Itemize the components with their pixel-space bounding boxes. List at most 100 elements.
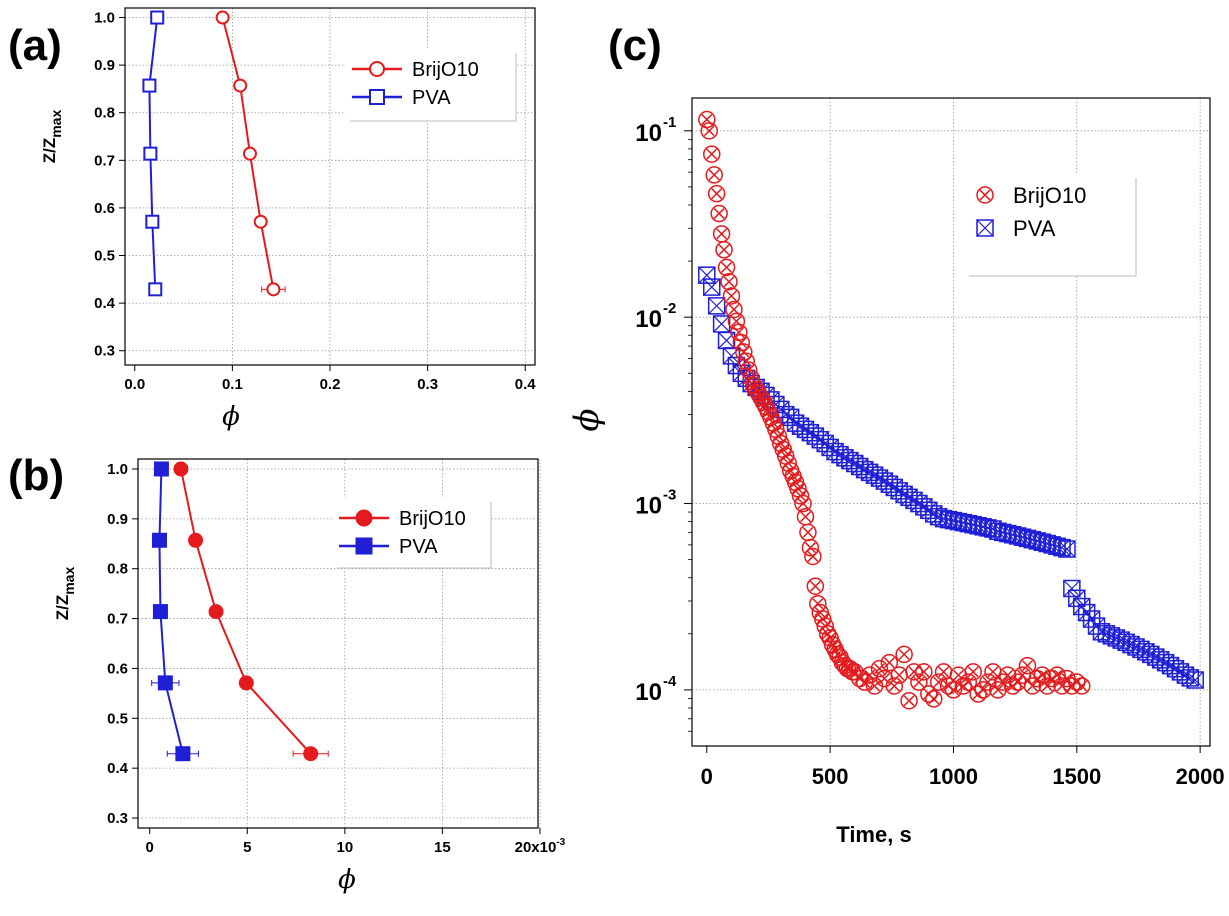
- x-tick-label: 5: [243, 839, 251, 856]
- data-point-shape: [929, 673, 948, 691]
- data-point-cross: [1021, 660, 1033, 672]
- data-point: [717, 258, 736, 277]
- data-point-shape: [698, 266, 716, 284]
- data-point: [153, 461, 169, 477]
- data-point-shape: [705, 166, 723, 184]
- data-point-shape: [303, 746, 319, 762]
- data-point-cross: [903, 695, 915, 707]
- y-tick-label: 10: [635, 679, 662, 706]
- y-axis-label: ϕ: [567, 408, 607, 431]
- data-point-shape: [707, 297, 726, 315]
- data-point-cross: [703, 278, 721, 296]
- data-point-shape: [739, 361, 758, 379]
- data-point-cross: [787, 470, 799, 482]
- data-point-cross: [834, 651, 846, 663]
- data-point-shape: [804, 547, 822, 566]
- data-point-shape: [253, 214, 268, 229]
- data-point-shape: [959, 673, 978, 691]
- data-point-shape: [1072, 677, 1091, 695]
- legend-marker: [976, 186, 994, 204]
- y-axis-label-text: Z/Zmax: [40, 110, 64, 164]
- data-point: [707, 297, 726, 315]
- data-point: [964, 663, 982, 681]
- data-point-shape: [1072, 597, 1091, 616]
- data-point-cross: [765, 411, 777, 423]
- data-point: [910, 673, 928, 691]
- data-point-cross: [706, 148, 718, 160]
- data-point-shape: [1033, 666, 1052, 684]
- x-tick-label: 0.1: [222, 376, 243, 393]
- y-axis-label: Z/Zmax: [40, 110, 64, 164]
- data-point-shape: [145, 214, 160, 229]
- data-point: [208, 604, 224, 620]
- data-point-cross: [938, 666, 950, 678]
- legend-box: [346, 49, 516, 121]
- legend-marker: [369, 61, 385, 77]
- data-point: [715, 241, 733, 259]
- y-tick-exponent: -1: [663, 114, 676, 131]
- data-point: [233, 78, 248, 93]
- panel-label: (a): [8, 21, 62, 70]
- data-point-shape: [895, 645, 913, 664]
- x-tick-label: 0.2: [320, 376, 341, 393]
- data-point-shape: [910, 673, 928, 691]
- data-point: [702, 145, 721, 163]
- y-tick-exponent: -2: [663, 300, 676, 317]
- data-point: [698, 110, 716, 129]
- data-point-shape: [720, 272, 738, 291]
- legend-label: BrijO10: [399, 508, 466, 530]
- data-point-cross: [797, 498, 809, 510]
- legend-label: PVA: [1013, 216, 1056, 241]
- legend-item-brijo10: BrijO10: [976, 183, 1086, 208]
- data-point-cross: [790, 476, 802, 488]
- data-point-shape: [781, 408, 800, 427]
- data-point-cross: [721, 261, 733, 273]
- x-tick-label: 1000: [929, 764, 978, 789]
- data-point: [885, 478, 904, 497]
- data-point: [1018, 656, 1037, 675]
- data-point-shape: [929, 507, 948, 526]
- y-tick-label: 0.9: [107, 511, 128, 528]
- legend-marker-shape: [369, 61, 385, 77]
- data-point: [215, 10, 230, 25]
- data-point: [806, 577, 825, 595]
- x-tick-label: 0.4: [515, 376, 537, 393]
- y-tick-label: 0.7: [94, 152, 115, 169]
- x-tick-label: 1500: [1052, 764, 1101, 789]
- data-point-shape: [153, 461, 169, 477]
- data-point-shape: [142, 78, 157, 93]
- data-point: [705, 166, 723, 184]
- legend-marker-shape: [976, 186, 994, 204]
- data-point-cross: [775, 437, 787, 449]
- data-point-cross: [777, 443, 789, 455]
- legend-marker-cross: [979, 189, 991, 201]
- data-point-shape: [1077, 603, 1096, 622]
- data-point-shape: [143, 146, 158, 161]
- panel-a: 0.0 0.1 0.2 0.3 0.4 0.3 0.4 0.5 0.6 0.7 0.8 0.9 1.0 ϕ…: [8, 7, 537, 432]
- data-point-cross: [723, 347, 740, 365]
- data-point-shape: [818, 625, 837, 643]
- data-point-cross: [1017, 669, 1029, 681]
- x-tick-label: 0: [701, 764, 713, 789]
- y-tick-label: 0.8: [107, 561, 128, 578]
- data-point-shape: [242, 146, 257, 161]
- data-point-shape: [794, 494, 812, 513]
- data-point: [1072, 677, 1091, 695]
- data-point-shape: [735, 343, 753, 361]
- data-point: [266, 282, 281, 297]
- legend-marker-shape: [355, 537, 373, 555]
- x-tick-label: 20x10-3: [515, 837, 566, 856]
- legend-item-pva: PVA: [352, 87, 451, 109]
- y-tick-label: 1.0: [107, 461, 128, 478]
- x-axis-label: Time, s: [836, 822, 911, 847]
- data-point-shape: [885, 677, 904, 695]
- data-point: [799, 523, 817, 542]
- data-point-shape: [979, 519, 997, 537]
- data-point: [804, 547, 822, 566]
- data-point: [148, 282, 163, 297]
- data-point-cross: [703, 125, 715, 137]
- data-point: [720, 272, 738, 291]
- data-point-shape: [702, 278, 721, 296]
- x-tick-label: 500: [812, 764, 849, 789]
